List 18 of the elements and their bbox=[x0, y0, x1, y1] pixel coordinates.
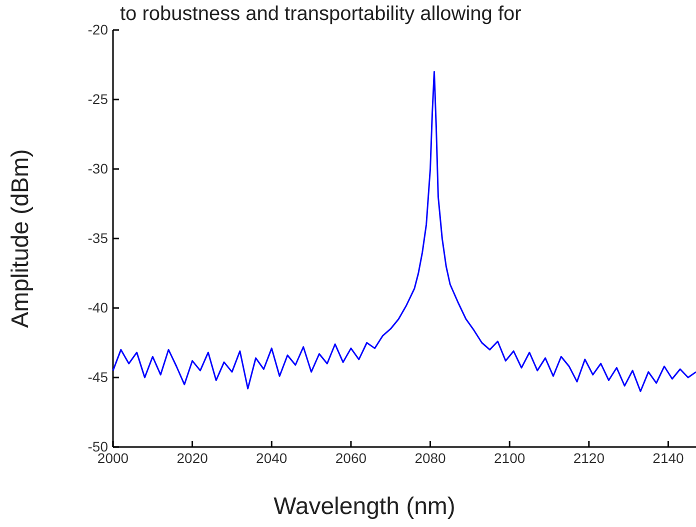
x-tick-label: 2120 bbox=[573, 450, 605, 466]
x-tick-label: 2140 bbox=[652, 450, 684, 466]
y-tick-label: -20 bbox=[88, 21, 108, 38]
x-tick-label: 2040 bbox=[256, 450, 288, 466]
x-tick-label: 2060 bbox=[335, 450, 367, 466]
line-series bbox=[112, 70, 696, 392]
text: to robustness and transportability allowing for bbox=[120, 3, 522, 25]
y-tick-label: -40 bbox=[88, 299, 108, 316]
y-tick-label: -50 bbox=[88, 438, 108, 454]
y-tick-label: -35 bbox=[88, 230, 108, 246]
y-tick-label: -30 bbox=[88, 160, 108, 176]
y-axis-title: Amplitude (dBm) bbox=[7, 149, 34, 328]
x-tick-label: 2020 bbox=[176, 450, 208, 466]
y-tick-label: -25 bbox=[88, 90, 108, 107]
x-axis-title: Wavelength (nm) bbox=[274, 493, 456, 520]
x-tick-label: 2080 bbox=[414, 450, 446, 466]
y-tick-label: -45 bbox=[88, 368, 108, 385]
x-tick-label: 2100 bbox=[494, 450, 526, 466]
